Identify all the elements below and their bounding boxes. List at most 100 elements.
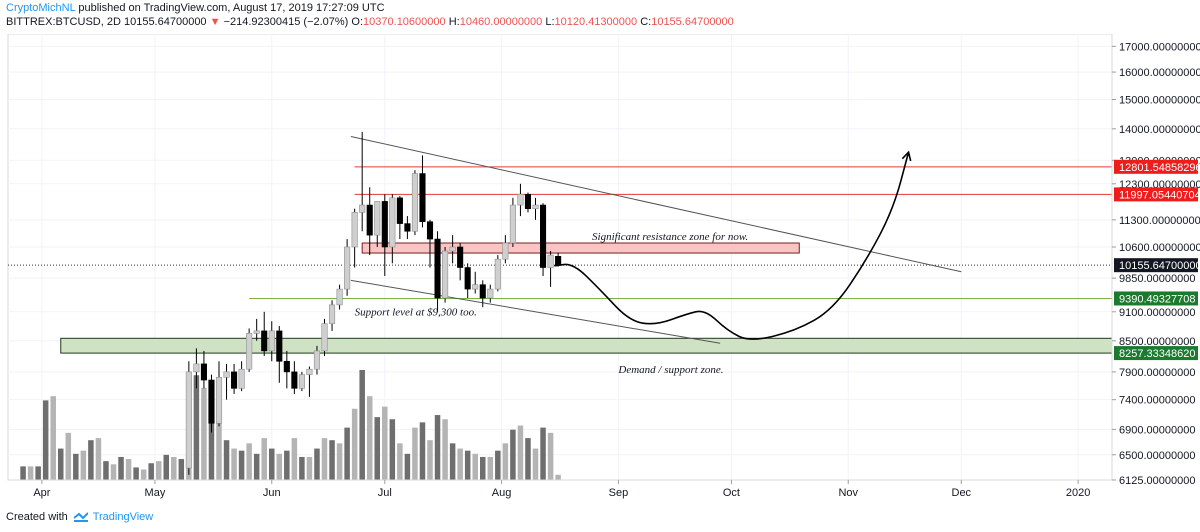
volume-bar [88,440,94,480]
resistance-zone-note: Significant resistance zone for now. [592,231,748,243]
price-chart[interactable]: Significant resistance zone for now. Supp… [0,34,1200,504]
volume-bar [178,459,185,480]
volume-bar [35,466,41,480]
candle-body [472,284,479,290]
time-tick-label: Nov [838,487,858,499]
last-price: 10155.64700000 [123,16,207,28]
candle-body [185,371,192,469]
published-text: published on TradingView.com, August 17,… [78,2,385,14]
volume-bar [442,419,448,480]
candle-body [426,221,434,240]
price-tick-label: 17000.00000000 [1119,41,1200,53]
price-tick-label: 6500.00000000 [1119,450,1195,462]
volume-bar [261,438,267,480]
price-tick-label: 16000.00000000 [1119,67,1200,79]
projection-arrow-icon [901,150,912,162]
tradingview-brand[interactable]: TradingView [92,511,154,523]
volume-bar [366,396,373,480]
volume-bar [216,422,222,480]
volume-bar [472,453,478,480]
candle-body [321,323,328,352]
support-line-9390-badge [1114,291,1198,306]
candle-body [532,204,539,209]
volume-bar [95,438,102,480]
price-tick-label: 15000.00000000 [1119,94,1200,106]
candle-body [193,363,200,373]
volume-bar [299,456,305,480]
volume-bar [140,469,147,480]
time-tick-label: Aug [492,487,512,499]
price-tick-label: 9850.00000000 [1119,273,1195,285]
triangle-down-icon: ▼ [209,16,221,28]
volume-bar [412,427,418,480]
volume-bar [389,419,396,480]
volume-bar [65,432,72,480]
candle-body [547,254,554,268]
candle-body [283,360,290,373]
candle-body [381,201,388,248]
time-tick-label: Jun [263,487,281,499]
candle-body [555,256,562,266]
price-axis[interactable] [1112,34,1200,480]
volume-bar [329,440,335,480]
volume-bar [555,474,561,480]
upper-channel-line [350,135,962,273]
volume-bar [73,453,79,480]
candle-body [246,333,253,370]
open-label: O: [351,16,364,28]
author-link[interactable]: CryptoMichNL [6,2,76,14]
volume-bar [344,427,350,480]
candle-body [494,258,501,290]
candle-body [215,376,223,424]
volume-bar [540,427,546,480]
candle-body [328,304,336,324]
volume-bar [148,463,154,480]
candle-body [366,204,373,236]
volume-bar [171,456,177,480]
time-tick-label: 2020 [1066,487,1090,499]
volume-bar [359,370,365,480]
demand-zone-note: Demand / support zone. [617,364,723,376]
candle-body [231,371,238,389]
time-tick-label: Oct [723,487,740,499]
volume-bar [50,396,56,480]
candle-body [351,212,358,248]
candle-body [374,201,381,236]
high-label: H: [448,16,460,28]
volume-bar [321,438,328,480]
candle-body [479,284,486,299]
volume-bar [276,453,283,480]
resistance-line-12801-badge [1114,159,1198,174]
low-value: 10120.41300000 [554,16,638,28]
volume-bar [125,459,132,480]
volume-bar [27,466,34,480]
volume-bar [502,443,509,480]
volume-bar [374,417,381,480]
volume-bar [42,400,49,480]
price-tick-label: 10600.00000000 [1119,242,1200,254]
volume-bar [58,448,64,480]
candle-body [313,350,321,370]
volume-bar [20,466,26,480]
candle-body [238,368,245,389]
candle-body [268,330,275,352]
candle-body [389,197,396,248]
close-value: 10155.64700000 [651,16,734,28]
ohlc-line: BITTREX:BTCUSD, 2D 10155.64700000 ▼ −214… [6,16,734,28]
volume-bar [201,387,207,480]
candle-body [276,330,283,362]
volume-bar [223,440,230,480]
time-tick-label: May [145,487,166,499]
time-tick-label: Jul [378,487,392,499]
volume-bar [133,467,139,480]
volume-bar [103,461,109,480]
resistance-zone [361,242,800,254]
candle-body [336,288,343,306]
price-tick-label: 11300.00000000 [1119,215,1200,227]
volume-bar [336,443,343,480]
price-tick-label: 7900.00000000 [1119,367,1195,379]
time-tick-label: Sep [609,487,629,499]
candle-body [434,238,441,299]
volume-bar [284,450,290,480]
candle-body [509,204,516,244]
